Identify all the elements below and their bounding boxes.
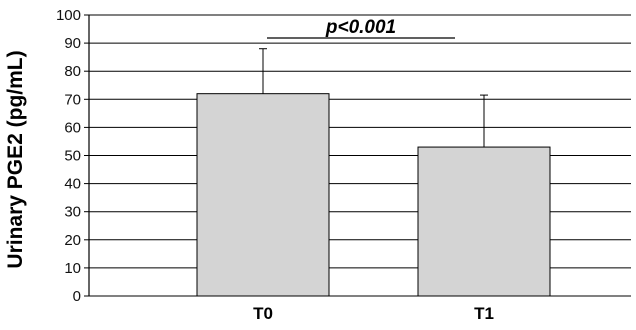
x-category-label: T0 xyxy=(253,304,273,323)
y-tick-label: 20 xyxy=(64,232,81,249)
grid-lines xyxy=(89,14,631,297)
y-tick-label: 90 xyxy=(64,35,81,52)
bars xyxy=(196,93,551,297)
y-tick-label: 80 xyxy=(64,63,81,80)
y-tick-label: 50 xyxy=(64,148,81,165)
x-axis-categories: T0 T1 xyxy=(253,304,494,323)
y-tick-label: 10 xyxy=(64,260,81,277)
y-tick-label: 30 xyxy=(64,204,81,221)
y-tick-label: 100 xyxy=(56,7,81,24)
y-tick-label: 70 xyxy=(64,91,81,108)
y-tick-label: 40 xyxy=(64,176,81,193)
x-category-label: T1 xyxy=(474,304,494,323)
y-tick-label: 0 xyxy=(73,288,81,305)
y-tick-label: 60 xyxy=(64,119,81,136)
error-bars xyxy=(259,48,488,148)
y-axis-ticks: 0 10 20 30 40 50 60 70 80 90 100 xyxy=(56,7,89,305)
bar-t0 xyxy=(196,93,330,297)
bar-t1 xyxy=(417,146,551,297)
significance-annotation: p<0.001 xyxy=(325,17,396,38)
y-axis-label: Urinary PGE2 (pg/mL) xyxy=(4,50,27,268)
